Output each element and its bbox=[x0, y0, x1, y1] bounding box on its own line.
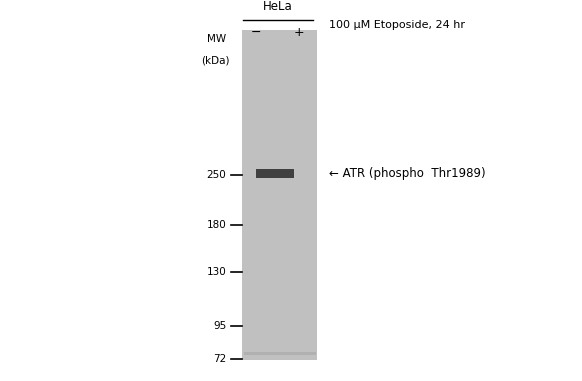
Text: ← ATR (phospho  Thr1989): ← ATR (phospho Thr1989) bbox=[329, 167, 485, 180]
Text: 72: 72 bbox=[213, 354, 226, 364]
Text: −: − bbox=[251, 26, 261, 39]
Text: 100 μM Etoposide, 24 hr: 100 μM Etoposide, 24 hr bbox=[329, 20, 465, 30]
Text: 95: 95 bbox=[213, 321, 226, 331]
Text: (kDa): (kDa) bbox=[201, 55, 229, 65]
Bar bbox=[256, 169, 294, 178]
Text: 180: 180 bbox=[207, 220, 226, 230]
Bar bbox=[242, 30, 317, 360]
Text: 130: 130 bbox=[207, 267, 226, 277]
Text: +: + bbox=[293, 26, 304, 39]
Text: HeLa: HeLa bbox=[262, 0, 293, 13]
Text: 250: 250 bbox=[207, 170, 226, 180]
Bar bbox=[244, 352, 316, 355]
Text: MW: MW bbox=[207, 34, 226, 44]
